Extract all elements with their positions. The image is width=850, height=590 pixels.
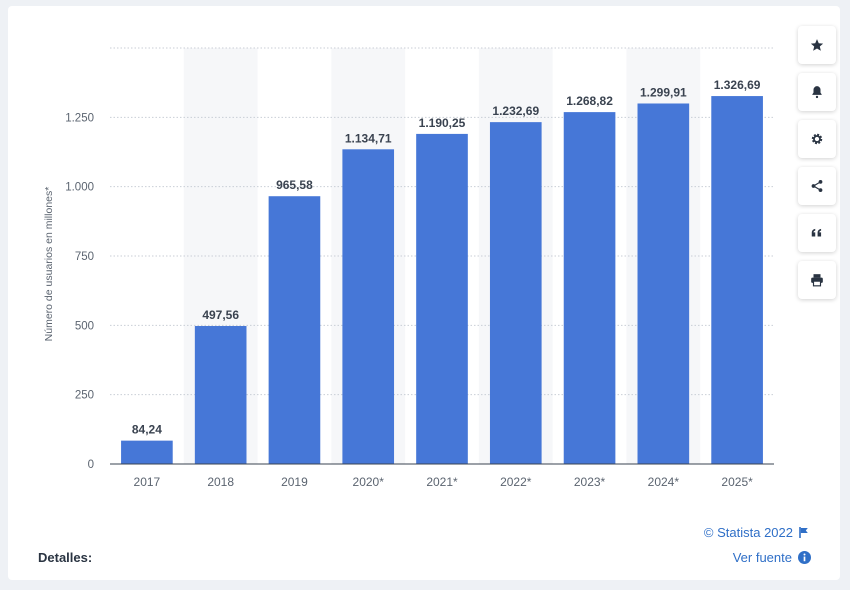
print-icon	[811, 274, 823, 287]
data-label: 1.299,91	[640, 85, 687, 99]
data-label: 1.268,82	[566, 94, 613, 108]
copyright-link[interactable]: © Statista 2022	[704, 525, 809, 540]
x-tick-label: 2023*	[574, 475, 606, 489]
bar-chart: 0 250 500 750 1.000 1.250 Número de usuarios e…	[43, 47, 774, 489]
star-icon	[810, 39, 824, 51]
y-tick-label: 1.250	[65, 112, 94, 124]
data-label: 497,56	[202, 308, 239, 322]
y-tick-label: 750	[75, 251, 94, 263]
y-axis-title: Número de usuarios en millones*	[43, 187, 55, 342]
chart-card: 0 250 500 750 1.000 1.250 Número de usuarios e…	[8, 6, 840, 580]
settings-button[interactable]	[798, 120, 836, 158]
y-tick-label: 500	[75, 320, 94, 332]
y-tick-label: 1.000	[65, 182, 94, 194]
data-label: 1.326,69	[714, 78, 761, 92]
favorite-button[interactable]	[798, 26, 836, 64]
bell-icon	[812, 86, 822, 99]
data-label: 965,58	[276, 178, 313, 192]
x-tick-label: 2022*	[500, 475, 532, 489]
bar-2024	[637, 103, 690, 464]
share-icon	[811, 180, 823, 192]
bar-2021	[416, 133, 468, 464]
bar-2022	[489, 122, 542, 464]
print-button[interactable]	[798, 261, 836, 299]
x-tick-label: 2020*	[353, 475, 385, 489]
bar-2023	[563, 112, 616, 464]
copyright-text: © Statista 2022	[703, 525, 793, 540]
x-tick-label: 2018	[207, 475, 234, 489]
bar-2017	[121, 440, 173, 464]
bar-2025	[711, 96, 763, 464]
quote-icon	[811, 228, 822, 237]
gear-icon	[811, 133, 823, 145]
data-label: 1.190,25	[419, 116, 466, 130]
notification-button[interactable]	[798, 73, 836, 111]
data-label: 1.232,69	[492, 104, 539, 118]
sidebar-toolbar	[798, 26, 836, 308]
view-source-text: Ver fuente	[732, 550, 792, 565]
bar-2020	[342, 149, 395, 464]
bar-2018	[194, 326, 247, 464]
x-tick-label: 2025*	[721, 475, 753, 489]
data-label: 1.134,71	[345, 131, 392, 145]
cite-button[interactable]	[798, 214, 836, 252]
data-label: 84,24	[132, 423, 162, 437]
details-label: Detalles:	[38, 550, 93, 565]
bar-2019	[268, 196, 321, 465]
y-tick-label: 0	[88, 459, 94, 471]
x-tick-label: 2024*	[648, 475, 680, 489]
info-icon	[798, 551, 811, 564]
view-source-link[interactable]: Ver fuente	[733, 550, 811, 565]
x-tick-label: 2019	[281, 475, 308, 489]
x-tick-label: 2021*	[426, 475, 458, 489]
y-tick-label: 250	[75, 390, 94, 402]
share-button[interactable]	[798, 167, 836, 205]
x-tick-label: 2017	[134, 475, 161, 489]
flag-icon	[799, 527, 808, 538]
